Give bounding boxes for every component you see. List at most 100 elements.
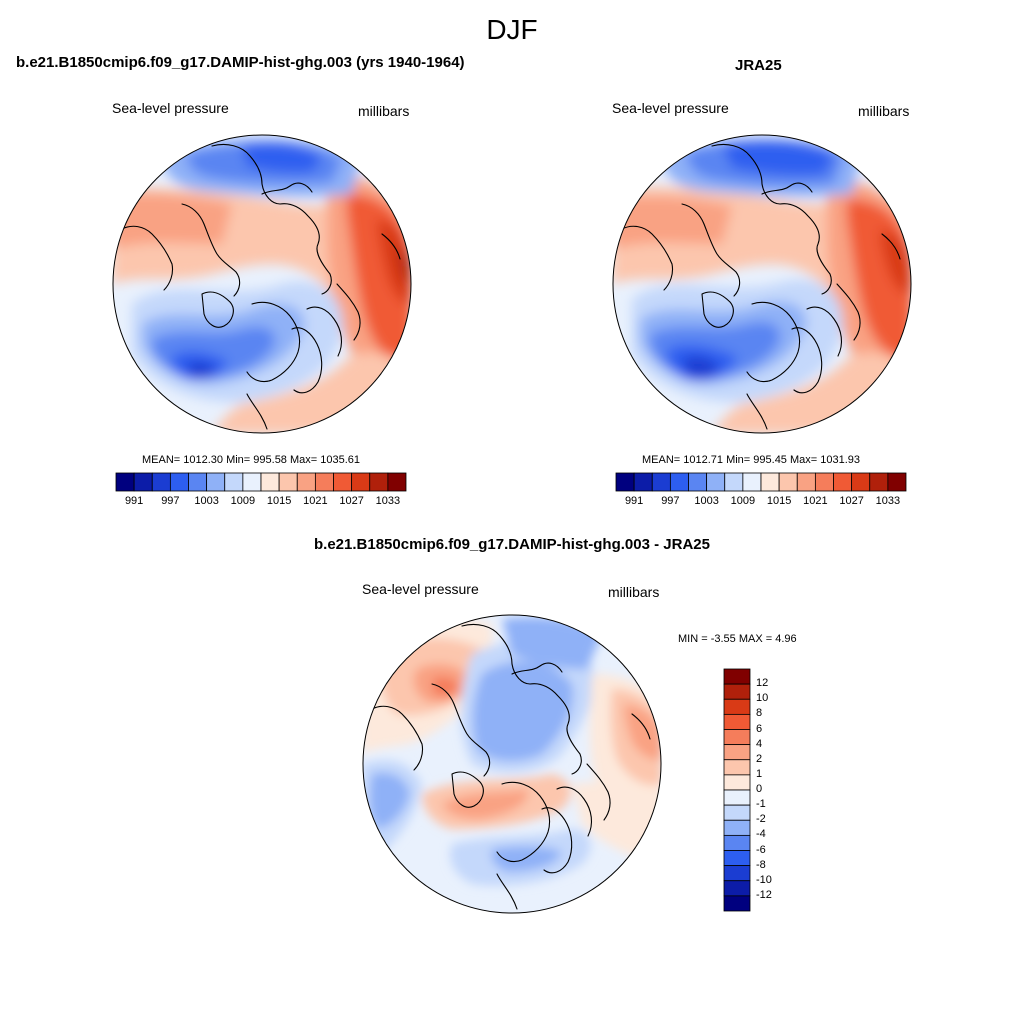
colorbar-model-swatch [206, 472, 226, 492]
colorbar-diff-tick-label: -10 [756, 873, 772, 886]
panel-model-stats: MEAN= 1012.30 Min= 995.58 Max= 1035.61 [142, 454, 361, 466]
colorbar-diff-swatch [723, 850, 751, 867]
colorbar-obs-tick-label: 1027 [839, 495, 864, 507]
colorbar-model-tick-label: 1003 [194, 495, 219, 507]
colorbar-obs-swatch [833, 472, 853, 492]
colorbar-model-tick-label: 997 [161, 495, 180, 507]
panel-model-units-label: millibars [358, 103, 410, 119]
colorbar-model-swatch [296, 472, 316, 492]
colorbar-model-swatch [115, 472, 135, 492]
colorbar-diff-swatch [723, 774, 751, 791]
colorbar-obs-swatch [742, 472, 762, 492]
panel-model-variable-label: Sea-level pressure [112, 100, 229, 116]
colorbar-model-swatch [151, 472, 171, 492]
colorbar-diff-tick-label: -6 [756, 843, 766, 856]
colorbar-diff-swatch [723, 789, 751, 806]
figure-title: DJF [486, 14, 538, 45]
panel-diff-stats: MIN = -3.55 MAX = 4.96 [678, 633, 797, 645]
colorbar-model-tick-label: 1021 [303, 495, 328, 507]
colorbar-diff-tick-label: 8 [756, 707, 763, 720]
colorbar-diff-tick-label: 4 [756, 737, 763, 750]
colorbar-model-tick-label: 991 [124, 495, 144, 507]
colorbar-diff-swatch [723, 804, 751, 821]
colorbar-obs-swatch [814, 472, 834, 492]
colorbar-obs-swatch [724, 472, 744, 492]
colorbar-diff-swatch [723, 819, 751, 836]
colorbar-model-swatch [260, 472, 280, 492]
colorbar-diff-swatch [723, 880, 751, 897]
panel-diff-variable-label: Sea-level pressure [362, 581, 479, 597]
panel-diff-title: b.e21.B1850cmip6.f09_g17.DAMIP-hist-ghg.… [314, 536, 710, 553]
colorbar-obs-swatch [851, 472, 871, 492]
colorbar-model-tick-label: 1009 [230, 495, 256, 507]
colorbar-model-swatch [278, 472, 298, 492]
colorbar-diff-swatch [723, 759, 751, 776]
colorbar-diff-tick-label: -12 [756, 888, 772, 901]
colorbar-diff-tick-label: -4 [756, 828, 766, 841]
colorbar-diff-swatch [723, 668, 751, 685]
colorbar-diff-swatch [723, 698, 751, 715]
colorbar-model [115, 472, 407, 492]
colorbar-obs-swatch [887, 472, 907, 492]
map-diff [362, 614, 662, 914]
colorbar-model-swatch [188, 472, 208, 492]
colorbar-obs-swatch [869, 472, 889, 492]
map-model [112, 134, 412, 434]
colorbar-model-swatch [369, 472, 389, 492]
colorbar-model-swatch [133, 472, 153, 492]
map-diff-field [363, 615, 661, 913]
panel-obs-variable-label: Sea-level pressure [612, 100, 729, 116]
colorbar-diff-tick-label: 1 [756, 767, 763, 780]
colorbar-obs-swatch [669, 472, 689, 492]
colorbar-obs-tick-label: 991 [624, 495, 644, 507]
colorbar-model-tick-label: 1027 [339, 495, 364, 507]
colorbar-diff-tick-label: 12 [756, 677, 769, 690]
colorbar-obs [615, 472, 907, 492]
colorbar-model-swatch [224, 472, 244, 492]
colorbar-model-swatch [387, 472, 407, 492]
map-model-field [113, 135, 411, 433]
map-obs [612, 134, 912, 434]
colorbar-obs-tick-label: 1003 [694, 495, 719, 507]
panel-obs-stats: MEAN= 1012.71 Min= 995.45 Max= 1031.93 [642, 454, 861, 466]
colorbar-model-swatch [351, 472, 371, 492]
colorbar-diff-swatch [723, 744, 751, 761]
colorbar-diff-swatch [723, 713, 751, 730]
colorbar-obs-swatch [615, 472, 635, 492]
map-obs-field [613, 135, 911, 433]
colorbar-diff-tick-label: 10 [756, 692, 769, 705]
colorbar-diff-tick-label: -1 [756, 798, 766, 811]
colorbar-model-tick-label: 1033 [375, 495, 401, 507]
colorbar-diff-tick-label: -2 [756, 813, 766, 826]
colorbar-diff-swatch [723, 865, 751, 882]
colorbar-obs-tick-label: 1021 [803, 495, 828, 507]
colorbar-diff-tick-label: 6 [756, 722, 763, 735]
colorbar-diff-swatch [723, 683, 751, 700]
colorbar-diff-tick-label: 2 [756, 752, 763, 765]
colorbar-obs-swatch [633, 472, 653, 492]
colorbar-model-swatch [242, 472, 262, 492]
colorbar-obs-swatch [796, 472, 816, 492]
colorbar-model-tick-label: 1015 [266, 495, 292, 507]
colorbar-diff-tick-label: 0 [756, 783, 763, 795]
colorbar-obs-swatch [778, 472, 798, 492]
colorbar-obs-tick-label: 997 [661, 495, 680, 507]
colorbar-obs-tick-label: 1033 [875, 495, 901, 507]
colorbar-model-swatch [333, 472, 353, 492]
colorbar-diff-swatch [723, 895, 751, 912]
colorbar-obs-swatch [760, 472, 780, 492]
panel-obs-title: JRA25 [735, 57, 782, 74]
colorbar-diff [723, 668, 751, 912]
panel-model-title: b.e21.B1850cmip6.f09_g17.DAMIP-hist-ghg.… [16, 54, 465, 71]
panel-diff-units-label: millibars [608, 584, 660, 600]
colorbar-obs-swatch [688, 472, 708, 492]
colorbar-model-swatch [314, 472, 334, 492]
colorbar-obs-swatch [651, 472, 671, 492]
colorbar-obs-tick-label: 1015 [766, 495, 792, 507]
panel-obs-units-label: millibars [858, 103, 910, 119]
colorbar-obs-swatch [706, 472, 726, 492]
colorbar-diff-swatch [723, 834, 751, 851]
colorbar-diff-swatch [723, 729, 751, 746]
colorbar-model-swatch [169, 472, 189, 492]
colorbar-diff-tick-label: -8 [756, 858, 766, 871]
